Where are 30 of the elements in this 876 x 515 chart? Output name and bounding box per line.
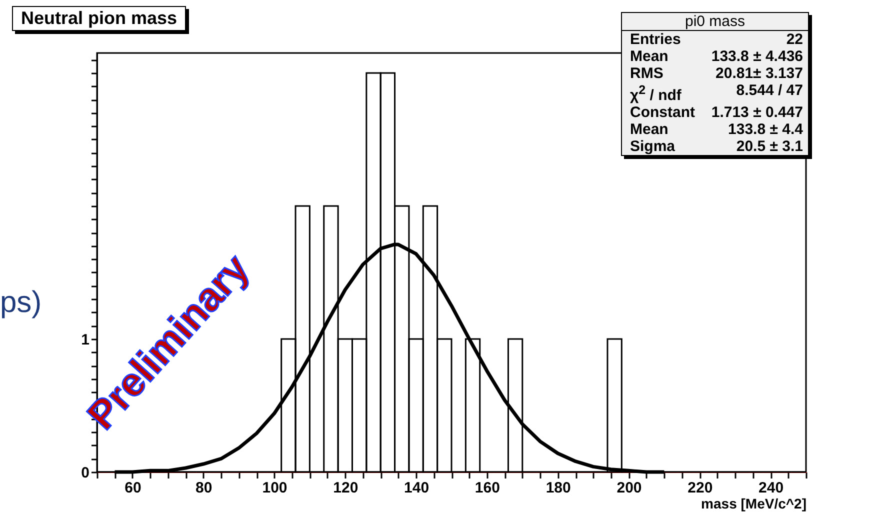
x-tick-label: 120 [333,480,358,496]
x-tick-label: 140 [404,480,430,496]
annotation: 133.8 ± 4.436 [711,48,803,65]
annotation: 20.5 ± 3.1 [736,138,803,155]
chart-title: Neutral pion mass [12,6,186,31]
text: Entries [630,31,681,48]
x-axis-title: mass [MeV/c^2] [701,496,806,512]
text: ps) [0,286,42,320]
annotation: RMS [630,65,664,82]
text: pi0 mass [622,13,808,31]
y-tick-label: 1 [81,331,90,348]
annotation: 1.713 ± 0.447 [711,104,803,121]
x-tick-label: 100 [262,480,288,496]
annotation: Constant [630,104,695,121]
y-tick-label: 0 [81,464,90,482]
x-tick-label: 220 [688,480,713,496]
annotation: 133.8 ± 4.4 [728,121,803,138]
x-tick-label: 180 [546,480,571,496]
x-tick-label: 240 [758,480,784,496]
annotation: χ$^{2}$ / ndf [630,82,682,104]
x-tick-label: 160 [474,480,500,496]
annotation: Mean [630,121,668,138]
annotation: Sigma [630,138,676,155]
x-tick-label: 200 [616,480,642,496]
annotation: Mean [630,48,668,65]
annotation: 20.81± 3.137 [716,65,803,82]
annotation: 8.544 / 47 [736,82,803,101]
text: 22 [786,31,803,48]
x-tick-label: 60 [124,480,142,496]
x-tick-label: 80 [196,480,212,496]
